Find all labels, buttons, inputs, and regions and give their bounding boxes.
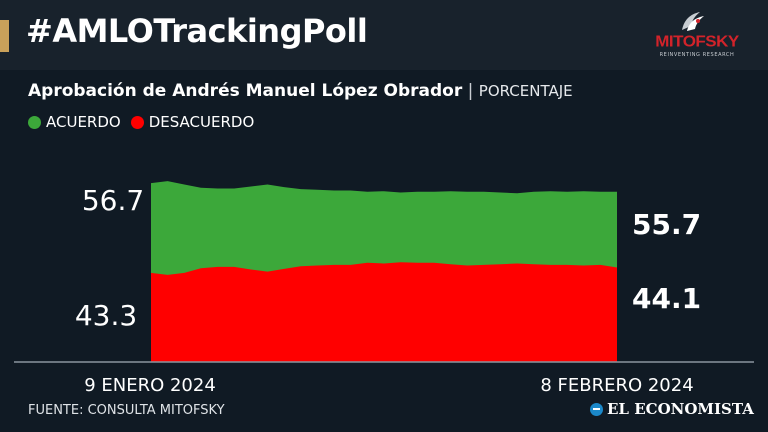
start-label-acuerdo: 56.7 [82, 184, 144, 217]
legend-item-desacuerdo: DESACUERDO [130, 113, 255, 131]
source-note: FUENTE: CONSULTA MITOFSKY [28, 403, 225, 418]
header-bar: #AMLOTrackingPoll MITOFSKY REINVENTING R… [0, 0, 768, 70]
legend-dot-acuerdo [28, 115, 41, 129]
logo-wordmark: MITOFSKY [655, 33, 739, 51]
publisher-icon [590, 402, 603, 416]
publisher-logo: EL ECONOMISTA [590, 400, 754, 418]
legend: ACUERDO DESACUERDO [28, 113, 264, 131]
legend-label-acuerdo: ACUERDO [46, 113, 121, 131]
x-start-label: 9 ENERO 2024 [84, 375, 216, 396]
subtitle-separator: | [467, 81, 474, 101]
publisher-name: EL ECONOMISTA [607, 400, 754, 418]
x-end-label: 8 FEBRERO 2024 [540, 375, 693, 396]
legend-dot-desacuerdo [130, 115, 144, 129]
mitofsky-emblem-icon [682, 12, 704, 31]
end-label-desacuerdo: 44.1 [632, 282, 701, 315]
chart-subtitle: Aprobación de Andrés Manuel López Obrado… [28, 81, 573, 101]
logo-tagline: REINVENTING RESEARCH [659, 52, 735, 58]
legend-label-desacuerdo: DESACUERDO [148, 113, 255, 131]
unit-label: PORCENTAJE [478, 82, 573, 100]
page-title: #AMLOTrackingPoll [26, 12, 368, 50]
mitofsky-logo: MITOFSKY REINVENTING RESEARCH [648, 8, 744, 60]
header-accent [0, 20, 9, 52]
chart-title: Aprobación de Andrés Manuel López Obrado… [28, 81, 463, 101]
start-label-desacuerdo: 43.3 [75, 299, 137, 332]
end-label-acuerdo: 55.7 [632, 208, 701, 241]
legend-item-acuerdo: ACUERDO [28, 113, 121, 131]
area-desacuerdo [151, 262, 617, 362]
